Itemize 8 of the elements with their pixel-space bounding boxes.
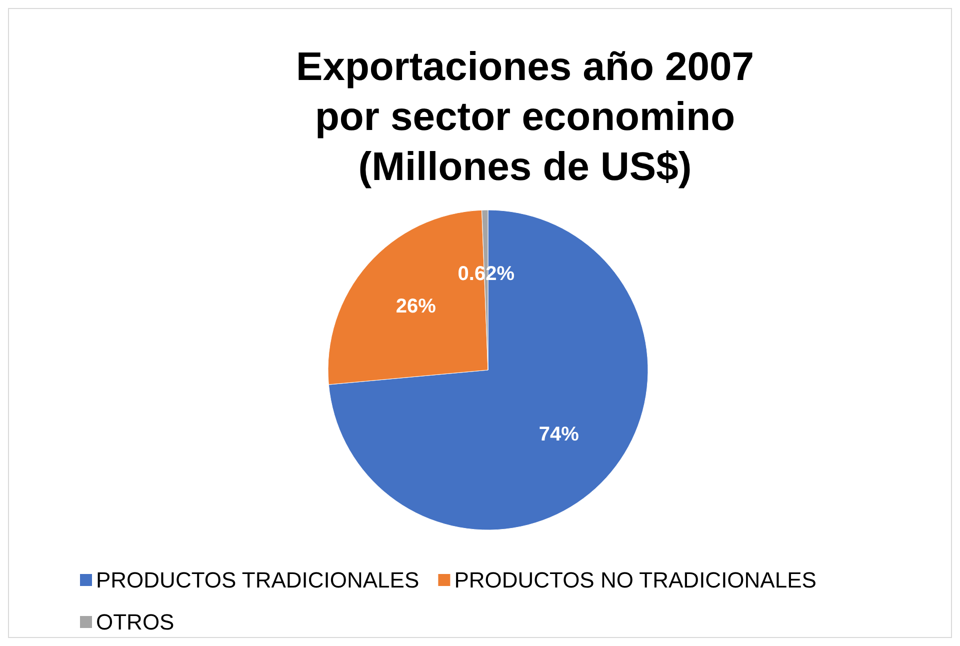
- data-label: 0.62%: [458, 263, 515, 286]
- legend-label: PRODUCTOS TRADICIONALES: [96, 568, 420, 592]
- data-label: 26%: [396, 296, 436, 318]
- chart-title: Exportaciones año 2007 por sector economino (Millones de US$): [296, 45, 754, 189]
- data-label: 74%: [538, 424, 580, 446]
- legend-label: OTROS: [96, 610, 174, 634]
- pie-slice: [328, 210, 648, 530]
- legend-label: PRODUCTOS NO TRADICIONALES: [454, 568, 816, 592]
